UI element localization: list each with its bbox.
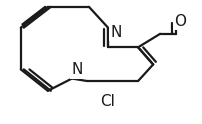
Text: Cl: Cl	[101, 94, 116, 109]
Text: N: N	[71, 62, 83, 78]
Text: N: N	[110, 25, 122, 40]
Text: O: O	[174, 14, 186, 29]
